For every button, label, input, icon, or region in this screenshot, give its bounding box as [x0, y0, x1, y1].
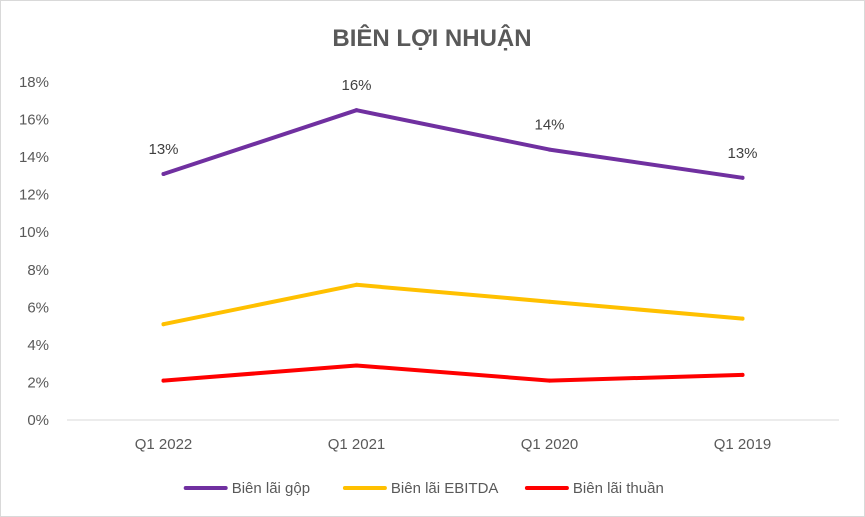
legend-item: Biên lãi gộp [183, 480, 310, 497]
data-point [354, 363, 359, 368]
y-tick-label: 4% [27, 337, 49, 354]
y-tick-label: 6% [27, 299, 49, 316]
x-tick-label: Q1 2019 [714, 436, 772, 453]
series-line-3 [161, 363, 745, 383]
data-point [547, 147, 552, 152]
data-point [354, 108, 359, 113]
data-point [740, 316, 745, 321]
legend-item: Biên lãi EBITDA [342, 480, 499, 497]
y-tick-label: 2% [27, 374, 49, 391]
data-point [354, 282, 359, 287]
y-tick-label: 16% [19, 112, 49, 129]
y-tick-label: 10% [19, 224, 49, 241]
x-tick-label: Q1 2021 [328, 436, 386, 453]
data-label: 13% [727, 145, 757, 162]
x-axis-ticks: Q1 2022 Q1 2021 Q1 2020 Q1 2019 [135, 436, 772, 453]
series-line-2 [161, 282, 745, 327]
chart-title: BIÊN LỢI NHUẬN [332, 24, 531, 52]
y-axis-ticks: 0% 2% 4% 6% 8% 10% 12% 14% 16% 18% [19, 74, 49, 429]
x-tick-label: Q1 2022 [135, 436, 193, 453]
x-tick-label: Q1 2020 [521, 436, 579, 453]
y-tick-label: 14% [19, 149, 49, 166]
legend-label: Biên lãi thuần [573, 480, 664, 497]
data-point [547, 299, 552, 304]
data-point [740, 372, 745, 377]
series-lines [161, 108, 745, 383]
y-tick-label: 12% [19, 187, 49, 204]
legend-item: Biên lãi thuần [524, 480, 664, 497]
data-label: 14% [534, 117, 564, 134]
data-point [161, 322, 166, 327]
data-point [161, 172, 166, 177]
data-point [740, 175, 745, 180]
data-labels: 13% 16% 14% 13% [148, 77, 757, 162]
legend: Biên lãi gộp Biên lãi EBITDA Biên lãi thuầ… [183, 480, 664, 497]
series-line-1 [161, 108, 745, 180]
y-tick-label: 18% [19, 74, 49, 91]
legend-label: Biên lãi gộp [232, 480, 310, 497]
legend-label: Biên lãi EBITDA [391, 480, 499, 497]
data-label: 13% [148, 141, 178, 158]
data-point [547, 378, 552, 383]
y-tick-label: 0% [27, 412, 49, 429]
data-point [161, 378, 166, 383]
y-tick-label: 8% [27, 262, 49, 279]
data-label: 16% [341, 77, 371, 94]
